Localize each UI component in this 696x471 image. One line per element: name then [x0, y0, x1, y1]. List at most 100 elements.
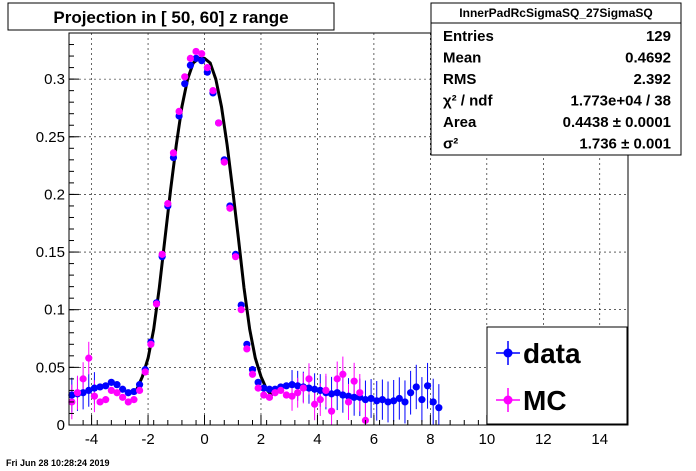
data-point-data [85, 386, 93, 395]
data-point-mc [265, 393, 274, 401]
data-point-data [96, 383, 104, 391]
x-tick-label: 2 [257, 431, 265, 448]
data-point-data [135, 381, 144, 389]
chart-title: Projection in [ 50, 60] z range [53, 8, 288, 27]
data-point-data [401, 398, 409, 406]
data-point-data [384, 398, 392, 406]
data-point-mc [356, 389, 364, 397]
data-point-data [378, 396, 386, 404]
data-point-mc [113, 389, 121, 397]
data-point-mc [237, 306, 245, 314]
data-point-data [423, 382, 432, 390]
data-point-mc [220, 158, 228, 166]
fit-line [135, 56, 274, 398]
data-point-mc [164, 200, 172, 208]
x-tick-label: -2 [141, 431, 154, 448]
stats-title: InnerPadRcSigmaSQ_27SigmaSQ [459, 6, 652, 20]
data-point-mc [152, 300, 161, 308]
data-point-mc [203, 63, 211, 72]
data-point-data [311, 385, 319, 393]
data-point-mc [158, 250, 166, 258]
x-tick-label: 6 [370, 431, 378, 448]
title-box: Projection in [ 50, 60] z range [7, 2, 335, 31]
data-point-data [90, 384, 99, 392]
data-point-mc [147, 340, 155, 348]
data-point-data [130, 387, 138, 396]
stats-box: InnerPadRcSigmaSQ_27SigmaSQ Entries 129 Me… [430, 2, 682, 156]
stats-value: 129 [646, 28, 671, 45]
stats-label: σ² [443, 136, 458, 153]
data-point-mc [186, 54, 194, 62]
data-point-data [260, 384, 268, 392]
x-tick-label: 10 [478, 431, 495, 448]
data-point-data [68, 391, 76, 399]
data-point-mc [79, 375, 87, 383]
data-point-mc [243, 345, 251, 353]
data-point-mc [73, 389, 82, 397]
data-point-mc [271, 389, 279, 397]
stats-value: 1.736 ± 0.001 [579, 136, 671, 153]
data-point-mc [231, 253, 240, 261]
stats-label: RMS [443, 71, 476, 88]
stats-label: Area [443, 114, 477, 131]
fit-curve [135, 56, 274, 398]
data-point-data [305, 384, 313, 392]
data-point-data [181, 80, 189, 88]
data-points [68, 47, 443, 424]
x-tick-label: 14 [591, 431, 608, 448]
data-point-data [288, 381, 296, 389]
data-point-mc [288, 392, 296, 400]
stats-label: χ² / ndf [443, 93, 493, 110]
data-point-mc [119, 393, 127, 401]
legend-marker [503, 395, 513, 405]
y-tick-label: 0.2 [44, 186, 65, 203]
data-point-mc [350, 377, 358, 385]
data-point-data [395, 394, 403, 403]
x-tick-label: 12 [535, 431, 552, 448]
data-point-mc [339, 370, 347, 378]
data-point-mc [130, 396, 138, 404]
x-tick-label: 4 [313, 431, 321, 448]
legend-label: data [523, 338, 581, 369]
data-point-data [373, 397, 381, 405]
data-point-mc [85, 354, 93, 362]
legend-marker [503, 348, 513, 358]
stats-value: 1.773e+04 / 38 [570, 93, 671, 110]
x-tick-label: 8 [426, 431, 434, 448]
data-point-data [198, 57, 206, 65]
data-point-data [294, 382, 302, 390]
y-tick-label: 0.15 [36, 244, 65, 261]
data-point-mc [305, 375, 313, 383]
data-point-mc [209, 87, 217, 95]
data-point-data [107, 378, 115, 386]
data-point-mc [344, 398, 353, 406]
data-point-data [390, 397, 398, 405]
data-point-mc [254, 384, 262, 392]
data-point-data [113, 381, 121, 389]
y-tick-label: 0.25 [36, 129, 65, 146]
data-point-mc [248, 370, 257, 378]
data-point-mc [181, 73, 189, 81]
legend-label: MC [523, 385, 567, 416]
data-point-data [412, 383, 420, 391]
data-point-mc [322, 386, 330, 395]
data-point-mc [198, 50, 206, 58]
stats-label: Mean [443, 50, 481, 67]
data-point-data [339, 391, 347, 399]
data-point-data [435, 404, 443, 412]
data-point-mc [282, 391, 290, 399]
data-point-data [327, 390, 336, 398]
data-point-data [119, 385, 127, 393]
data-point-data [124, 389, 132, 397]
data-point-data [361, 396, 370, 404]
data-point-data [265, 385, 274, 393]
data-point-mc [311, 400, 319, 408]
data-point-mc [316, 396, 324, 404]
data-point-data [367, 394, 375, 403]
stats-value: 2.392 [633, 71, 671, 88]
data-point-mc [141, 368, 149, 376]
data-point-mc [333, 375, 341, 383]
y-tick-label: 0.05 [36, 359, 65, 376]
data-point-mc [226, 204, 234, 212]
